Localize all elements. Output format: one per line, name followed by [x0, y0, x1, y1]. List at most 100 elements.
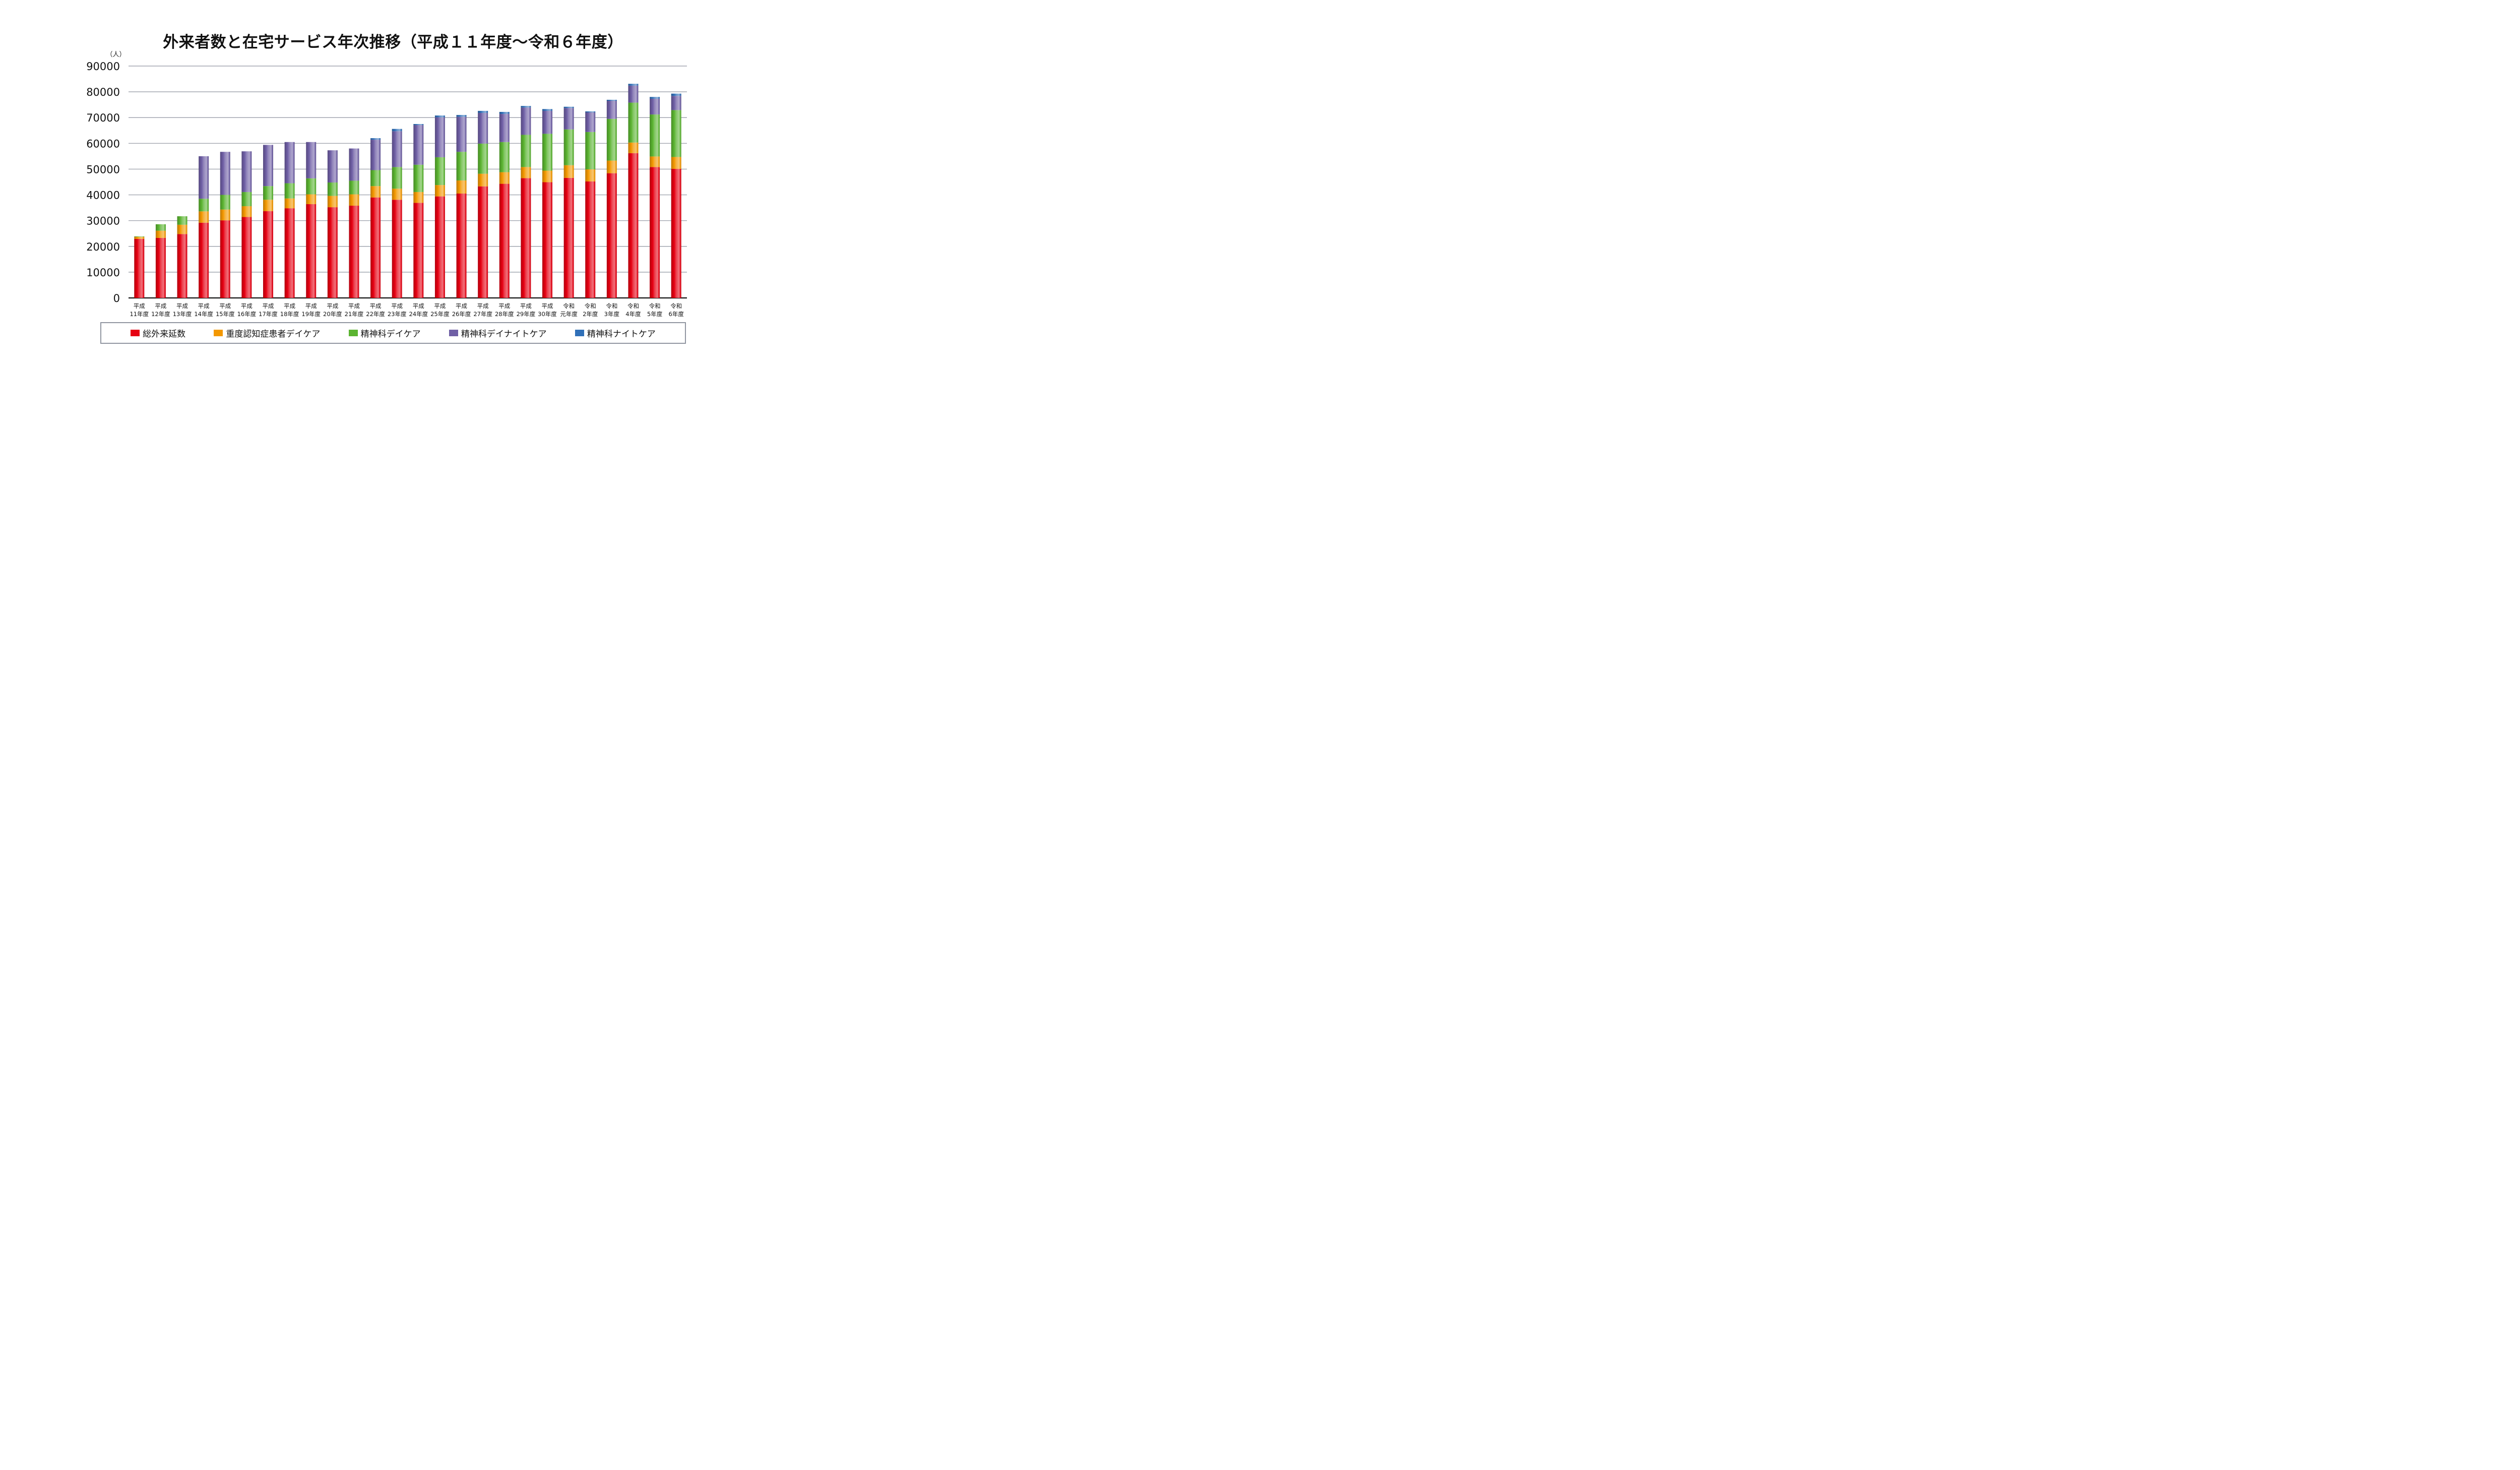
bar-segment: 重度認知症患者デイケア: 3600	[177, 224, 187, 234]
x-tick-label: 平成	[391, 302, 403, 310]
x-tick-label: 17年度	[259, 311, 278, 318]
bar-segment: 重度認知症患者デイケア: 4500	[542, 170, 552, 182]
x-tick-label: 平成	[198, 302, 210, 310]
bar-stack: 総外来延数: 38100重度認知症患者デイケア: 4300精神科デイケア: 84…	[392, 129, 402, 298]
bar-stack: 総外来延数: 23300重度認知症患者デイケア: 2800精神科デイケア: 25…	[155, 224, 166, 298]
x-tick-label: 令和	[606, 302, 617, 310]
bar-segment: 精神科デイケア: 11700	[478, 143, 488, 174]
bar-segment: 重度認知症患者デイケア: 800	[134, 236, 145, 239]
bar-segment: 精神科デイケア: 5700	[220, 195, 230, 210]
y-tick-label: 90000	[86, 60, 120, 73]
bar-segment: 精神科デイケア: 13900	[563, 129, 574, 165]
bar-segment: 精神科デイケア: 14500	[585, 132, 596, 169]
x-tick-label: 令和	[627, 302, 639, 310]
bar-segment: 重度認知症患者デイケア: 4400	[327, 196, 338, 208]
bar-segment: 総外来延数: 56200	[628, 153, 639, 298]
x-tick-label: 13年度	[173, 311, 192, 318]
bar-segment: 精神科デイケア: 11100	[456, 152, 467, 180]
bar-segment: 総外来延数: 29200	[199, 222, 209, 298]
bar-segment: 精神科ナイトケア: 600	[521, 106, 531, 108]
bar-segment: 精神科デイケア: 11700	[499, 142, 510, 172]
x-tick-label: 4年度	[625, 311, 641, 318]
legend-swatch	[575, 330, 584, 336]
bar-segment: 精神科デイケア: 5300	[349, 180, 359, 195]
bar-segment: 精神科ナイトケア: 600	[370, 138, 381, 140]
x-tick-label: 元年度	[560, 311, 578, 318]
bar-stack: 総外来延数: 36400重度認知症患者デイケア: 3800精神科デイケア: 62…	[306, 142, 317, 298]
x-tick-label: 平成	[284, 302, 295, 310]
x-tick-label: 平成	[477, 302, 489, 310]
bar-segment: 精神科デイケア: 10800	[434, 157, 445, 186]
x-tick-label: 27年度	[473, 311, 492, 318]
legend-swatch	[214, 330, 223, 336]
x-tick-label: 平成	[413, 302, 424, 310]
x-tick-label: 平成	[241, 302, 253, 310]
bar-segment: 精神科デイナイトケア: 15400	[413, 125, 424, 165]
x-tick-label: 15年度	[216, 311, 235, 318]
bar-segment: 精神科デイケア: 6200	[306, 178, 317, 195]
bar-segment: 精神科デイケア: 3300	[177, 216, 187, 225]
bar-segment: 精神科ナイトケア: 800	[499, 111, 510, 114]
bar-segment: 精神科デイケア: 200	[134, 236, 145, 237]
bar-segment: 総外来延数: 50100	[671, 168, 681, 298]
bar-stack: 総外来延数: 35200重度認知症患者デイケア: 4400精神科デイケア: 52…	[327, 150, 338, 298]
x-tick-label: 18年度	[280, 311, 299, 318]
bar-segment: 精神科デイケア: 18200	[671, 110, 681, 157]
legend-item: 精神科デイケア	[348, 327, 421, 339]
y-tick-label: 10000	[86, 267, 120, 279]
bar-segment: 総外来延数: 46600	[563, 177, 574, 298]
x-tick-label: 平成	[456, 302, 467, 310]
bar-stack: 総外来延数: 46600重度認知症患者デイケア: 4900精神科デイケア: 13…	[563, 106, 574, 298]
bar-segment: 総外来延数: 24800	[177, 234, 187, 298]
legend-item: 重度認知症患者デイケア	[214, 327, 320, 339]
x-tick-label: 23年度	[388, 311, 407, 318]
bar-segment: 重度認知症患者デイケア: 3800	[306, 194, 317, 204]
x-tick-label: 令和	[670, 302, 682, 310]
y-tick-label: 20000	[86, 241, 120, 253]
bar-segment: 重度認知症患者デイケア: 2800	[155, 230, 166, 238]
bar-segment: 総外来延数: 39400	[434, 196, 445, 298]
bar-segment: 精神科デイナイトケア: 11900	[478, 113, 488, 144]
x-tick-label: 14年度	[194, 311, 213, 318]
x-tick-label: 21年度	[345, 311, 364, 318]
bar-segment: 総外来延数: 48400	[606, 173, 617, 298]
x-tick-label: 24年度	[409, 311, 428, 318]
legend-label: 精神科デイケア	[360, 329, 421, 339]
bar-segment: 精神科ナイトケア: 700	[542, 109, 552, 111]
bar-stack: 総外来延数: 24800重度認知症患者デイケア: 3600精神科デイケア: 33…	[177, 216, 187, 298]
bar-stack: 総外来延数: 29200重度認知症患者デイケア: 4400精神科デイケア: 49…	[199, 156, 209, 298]
bar-segment: 総外来延数: 35200	[327, 207, 338, 298]
bar-segment: 精神科ナイトケア: 400	[606, 99, 617, 101]
bar-segment: 精神科デイケア: 15500	[628, 102, 639, 143]
x-tick-label: 平成	[263, 302, 274, 310]
bar-segment: 重度認知症患者デイケア: 4200	[241, 206, 252, 217]
bar-stack: 総外来延数: 39000重度認知症患者デイケア: 4400精神科デイケア: 62…	[370, 138, 381, 298]
bar-segment: 重度認知症患者デイケア: 4100	[628, 142, 639, 153]
bar-segment: 総外来延数: 22900	[134, 238, 145, 298]
legend-item: 精神科ナイトケア	[575, 327, 656, 339]
bar-segment: 重度認知症患者デイケア: 4900	[606, 160, 617, 173]
legend-label: 精神科デイナイトケア	[461, 329, 547, 339]
legend-label: 精神科ナイトケア	[587, 329, 656, 339]
bar-segment: 精神科デイナイトケア: 6600	[628, 85, 639, 103]
bar-segment: 精神科デイナイトケア: 13900	[392, 131, 402, 167]
bar-segment: 総外来延数: 44900	[542, 182, 552, 298]
bar-segment: 精神科デイケア: 5900	[284, 183, 295, 199]
bar-stack: 総外来延数: 39400重度認知症患者デイケア: 4400精神科デイケア: 10…	[434, 115, 445, 298]
x-tick-label: 16年度	[237, 311, 257, 318]
y-tick-label: 70000	[86, 112, 120, 124]
bar-segment: 総外来延数: 45200	[585, 181, 596, 298]
x-tick-label: 19年度	[301, 311, 321, 318]
bar-stack: 総外来延数: 36900重度認知症患者デイケア: 4200精神科デイケア: 10…	[413, 124, 424, 298]
x-tick-label: 平成	[305, 302, 317, 310]
x-tick-label: 2年度	[583, 311, 598, 318]
legend-label: 重度認知症患者デイケア	[226, 329, 321, 339]
x-tick-label: 令和	[585, 302, 596, 310]
bar-segment: 精神科ナイトケア: 400	[413, 124, 424, 126]
bar-segment: 総外来延数: 33700	[263, 211, 273, 298]
bar-segment: 精神科デイケア: 16200	[606, 118, 617, 161]
bar-stack: 総外来延数: 35800重度認知症患者デイケア: 4400精神科デイケア: 53…	[349, 148, 359, 298]
legend-swatch	[348, 330, 358, 336]
bar-segment: 精神科ナイトケア: 800	[478, 110, 488, 113]
bar-segment: 精神科デイケア: 10600	[413, 164, 424, 192]
